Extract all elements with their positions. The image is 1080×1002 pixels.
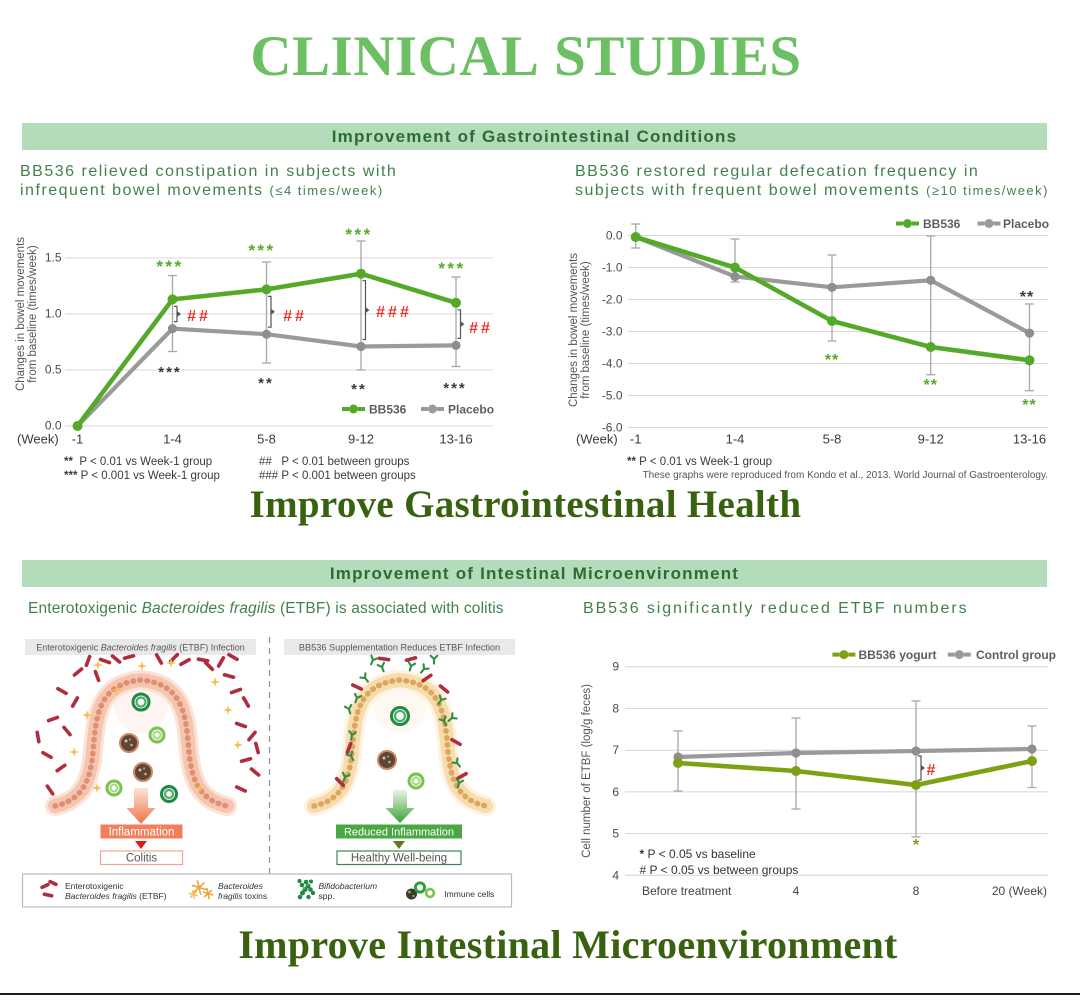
svg-text:-1: -1: [72, 432, 84, 447]
svg-text:1.0: 1.0: [45, 307, 62, 321]
svg-text:-2.0: -2.0: [602, 293, 623, 307]
svg-text:13-16: 13-16: [439, 432, 472, 447]
svg-text:Colitis: Colitis: [126, 852, 158, 864]
svg-text:(Week): (Week): [17, 432, 59, 447]
svg-text:Cell number of ETBF (log/g fec: Cell number of ETBF (log/g feces): [581, 684, 593, 858]
svg-text:***: ***: [443, 380, 467, 397]
svg-text:*: *: [913, 837, 920, 854]
svg-text:Placebo: Placebo: [1003, 217, 1049, 231]
svg-text:0.0: 0.0: [45, 419, 62, 433]
svg-text:BB536: BB536: [369, 403, 407, 417]
svg-text:Bacteroides fragilis (ETBF): Bacteroides fragilis (ETBF): [65, 891, 167, 901]
svg-text:-6.0: -6.0: [602, 421, 623, 435]
svg-text:5-8: 5-8: [823, 432, 842, 447]
svg-text:fragilis toxins: fragilis toxins: [218, 891, 267, 901]
svg-text:1-4: 1-4: [163, 432, 182, 447]
svg-text:**: **: [923, 377, 937, 394]
svg-text:##: ##: [469, 320, 493, 337]
svg-text:BB536 yogurt: BB536 yogurt: [859, 648, 937, 662]
svg-text:Bacteroides: Bacteroides: [218, 881, 264, 891]
svg-text:**: **: [258, 375, 274, 392]
svg-text:1.5: 1.5: [45, 251, 62, 265]
svg-text:***: ***: [345, 225, 372, 244]
svg-text:Changes in bowel movements: Changes in bowel movements: [568, 253, 580, 407]
svg-text:Reduced Inflammation: Reduced Inflammation: [344, 826, 454, 838]
svg-text:Healthy Well-being: Healthy Well-being: [351, 852, 447, 864]
svg-text:**: **: [1022, 397, 1036, 414]
svg-text:BB536: BB536: [923, 217, 961, 231]
svg-text:# P < 0.05 vs between groups: # P < 0.05 vs between groups: [640, 863, 799, 877]
svg-text:13-16: 13-16: [1013, 432, 1046, 447]
svg-text:-5.0: -5.0: [602, 389, 623, 403]
svg-text:**: **: [1020, 289, 1034, 306]
svg-text:**: **: [825, 352, 839, 369]
svg-text:***: ***: [248, 241, 275, 260]
svg-text:spp.: spp.: [319, 891, 335, 901]
svg-text:9-12: 9-12: [918, 432, 944, 447]
svg-text:5-8: 5-8: [257, 432, 276, 447]
svg-text:###: ###: [376, 304, 412, 321]
svg-text:1-4: 1-4: [726, 432, 745, 447]
svg-text:Bifidobacterium: Bifidobacterium: [319, 881, 378, 891]
svg-text:**: **: [351, 381, 367, 398]
svg-text:Inflammation: Inflammation: [109, 826, 175, 838]
svg-text:#: #: [927, 762, 936, 779]
svg-text:8: 8: [913, 884, 920, 898]
svg-text:from baseline (times/week): from baseline (times/week): [580, 261, 592, 399]
svg-text:8: 8: [612, 701, 619, 715]
svg-text:9-12: 9-12: [348, 432, 374, 447]
svg-text:Changes in bowel movements: Changes in bowel movements: [15, 237, 27, 391]
svg-text:##: ##: [283, 308, 307, 325]
svg-text:4: 4: [612, 868, 619, 882]
svg-text:***: ***: [158, 364, 182, 381]
svg-text:-1: -1: [630, 432, 642, 447]
svg-text:***: ***: [156, 257, 183, 276]
svg-text:Enterotoxigenic Bacteroides fr: Enterotoxigenic Bacteroides fragilis (ET…: [36, 643, 245, 653]
svg-text:-4.0: -4.0: [602, 357, 623, 371]
svg-text:6: 6: [612, 785, 619, 799]
svg-text:-3.0: -3.0: [602, 325, 623, 339]
svg-text:Before treatment: Before treatment: [642, 884, 732, 898]
svg-text:Placebo: Placebo: [448, 403, 494, 417]
svg-text:***: ***: [438, 259, 465, 278]
svg-text:##: ##: [187, 308, 211, 325]
svg-text:BB536 Supplementation Reduces: BB536 Supplementation Reduces ETBF Infec…: [299, 643, 500, 653]
svg-text:5: 5: [612, 827, 619, 841]
svg-text:9: 9: [612, 660, 619, 674]
svg-text:* P < 0.05 vs baseline: * P < 0.05 vs baseline: [640, 847, 757, 861]
svg-text:Enterotoxigenic: Enterotoxigenic: [65, 881, 124, 891]
svg-text:0.5: 0.5: [45, 363, 62, 377]
svg-text:7: 7: [612, 743, 619, 757]
svg-text:Immune cells: Immune cells: [444, 889, 494, 899]
svg-text:Control group: Control group: [976, 648, 1056, 662]
svg-text:-1.0: -1.0: [602, 261, 623, 275]
svg-text:4: 4: [793, 884, 800, 898]
svg-text:from baseline (times/week): from baseline (times/week): [27, 245, 39, 383]
svg-text:0.0: 0.0: [606, 229, 623, 243]
svg-text:(Week): (Week): [576, 432, 618, 447]
svg-text:20 (Week): 20 (Week): [992, 884, 1047, 898]
